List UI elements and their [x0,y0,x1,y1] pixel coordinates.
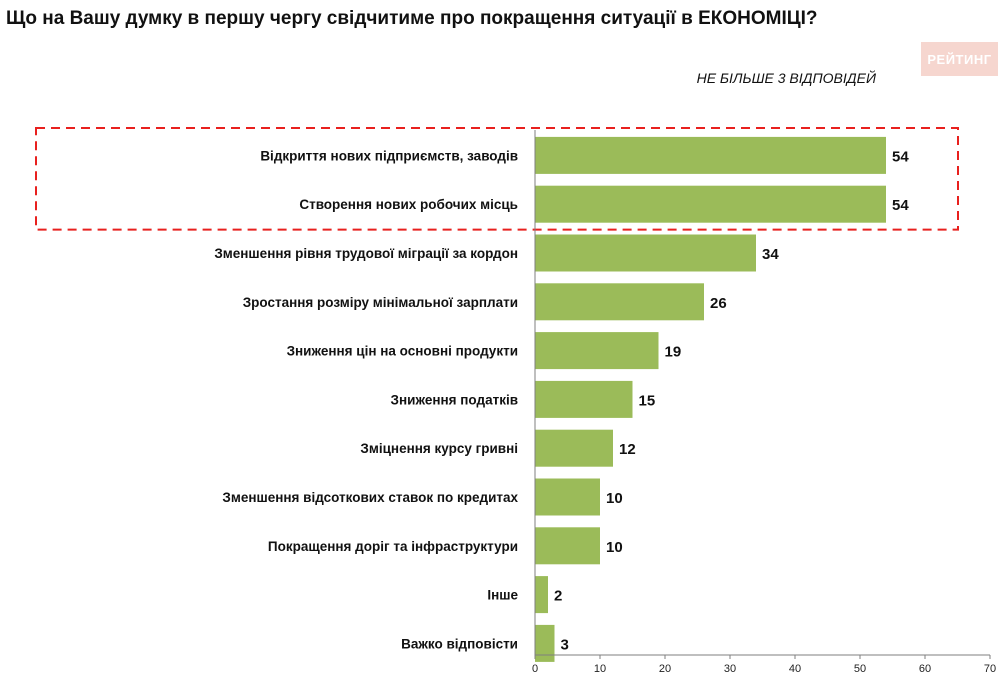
x-tick-label: 30 [724,663,736,675]
value-label: 12 [619,441,636,458]
value-label: 10 [606,539,623,556]
x-tick-label: 60 [919,663,931,675]
bar [535,429,613,467]
bar [535,527,600,565]
value-label: 54 [892,197,909,214]
bar [535,478,600,516]
bar [535,332,659,370]
bar [535,283,704,321]
category-label: Зміцнення курсу гривні [360,441,518,456]
chart-title: Що на Вашу думку в першу чергу свідчитим… [6,8,818,29]
value-label: 2 [554,588,562,605]
bar [535,234,756,272]
category-label: Інше [487,588,518,603]
bar [535,380,633,418]
value-label: 19 [665,344,682,361]
bar [535,576,548,614]
x-tick-label: 0 [532,663,538,675]
value-label: 34 [762,246,779,263]
chart-subtitle: НЕ БІЛЬШЕ 3 ВІДПОВІДЕЙ [696,70,876,86]
x-tick-label: 20 [659,663,671,675]
category-label: Покращення доріг та інфраструктури [268,539,518,554]
bar [535,624,555,662]
value-label: 3 [561,636,569,653]
bar [535,185,886,223]
highlight-box [35,127,959,231]
category-label: Зменшення відсоткових ставок по кредитах [222,490,518,505]
x-tick-label: 10 [594,663,606,675]
category-label: Зменшення рівня трудової міграції за кор… [214,246,518,261]
x-tick-label: 50 [854,663,866,675]
category-label: Зниження цін на основні продукти [287,344,518,359]
x-tick-label: 70 [984,663,996,675]
category-label: Зростання розміру мінімальної зарплати [243,295,518,310]
bar [535,136,886,174]
value-label: 15 [639,392,656,409]
category-label: Важко відповісти [401,636,518,651]
value-label: 26 [710,295,727,312]
x-tick-label: 40 [789,663,801,675]
value-label: 54 [892,148,909,165]
category-label: Відкриття нових підприємств, заводів [260,148,518,163]
category-label: Зниження податків [391,392,518,407]
brand-logo: РЕЙТИНГ [921,42,998,76]
category-label: Створення нових робочих місць [299,197,518,212]
value-label: 10 [606,490,623,507]
